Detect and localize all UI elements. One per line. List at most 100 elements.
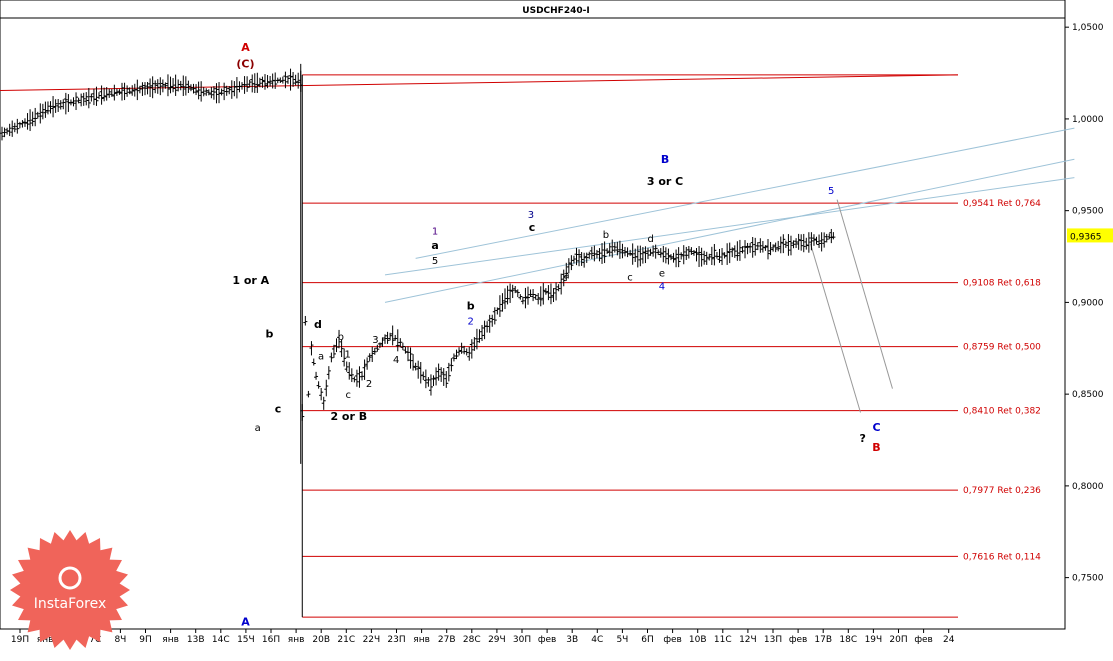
fib-levels: 0,9541 Ret 0,764 0,9108 Ret 0,618 0,8759 R… — [0, 74, 1041, 618]
chart-title: USDCHF240-I — [522, 6, 589, 16]
y-tick-label: 0,9500 — [1072, 207, 1104, 217]
x-tick-label: 8Ч — [114, 635, 126, 645]
wave-label: a — [255, 423, 261, 434]
x-tick-label: янв — [162, 635, 179, 645]
logo-text: InstaForex — [34, 596, 107, 612]
fib-level-label: 0,8759 Ret 0,500 — [963, 343, 1041, 353]
x-tick-label: 3В — [566, 635, 578, 645]
x-tick-label: 4С — [591, 635, 603, 645]
wave-label: c — [627, 272, 633, 283]
projection-line — [809, 243, 861, 413]
wave-label: 3 or C — [647, 175, 683, 188]
x-tick-label: 7С — [89, 635, 101, 645]
x-tick-label: 19Ч — [865, 635, 883, 645]
x-tick-label: 10В — [689, 635, 707, 645]
logo-emblem-icon — [58, 566, 82, 590]
x-tick-label: 13П — [764, 635, 782, 645]
y-tick-label: 0,8000 — [1072, 482, 1104, 492]
x-tick-label: 24 — [943, 635, 955, 645]
current-price-badge — [1067, 228, 1113, 243]
wave-label: 1 or A — [232, 274, 269, 287]
y-tick-label: 0,7500 — [1072, 574, 1104, 584]
x-tick-label: 19П — [11, 635, 29, 645]
x-tick-label: 5Ч — [616, 635, 628, 645]
wave-label: 1 — [345, 349, 351, 360]
x-tick-label: 18С — [839, 635, 857, 645]
logo-starburst — [10, 530, 130, 650]
x-tick-label: 17В — [814, 635, 832, 645]
wave-label: a — [318, 351, 324, 362]
wave-label: 4 — [659, 282, 665, 293]
x-tick-label: янв — [288, 635, 305, 645]
x-tick-label: 6П — [641, 635, 654, 645]
x-tick-label: фев — [663, 635, 682, 645]
wave-label: b — [266, 327, 274, 340]
wave-label: 5 — [432, 256, 438, 267]
wave-label: 1 — [432, 227, 438, 238]
wave-label: c — [346, 390, 352, 401]
wave-label: ? — [859, 432, 865, 445]
y-tick-label: 1,0000 — [1072, 115, 1104, 125]
projection-line — [836, 199, 893, 389]
x-tick-label: 29Ч — [488, 635, 506, 645]
fib-level-label: 0,9108 Ret 0,618 — [963, 279, 1041, 289]
y-axis: 1,0500 1,0000 0,9500 0,9000 0,8500 0,8000 0,75… — [1065, 23, 1113, 584]
y-tick-label: 0,9000 — [1072, 298, 1104, 308]
wave-label: 5 — [828, 186, 834, 197]
fib-level-label: 0,7977 Ret 0,236 — [963, 486, 1041, 496]
channel-lines — [384, 127, 1075, 413]
x-tick-label: 11С — [714, 635, 732, 645]
wave-label: d — [314, 318, 322, 331]
instaforex-logo: InstaForex — [10, 530, 130, 650]
wave-label: c — [275, 402, 282, 415]
x-tick-label: янв — [413, 635, 430, 645]
wave-label: b — [338, 332, 344, 343]
wave-label: 3 — [372, 335, 378, 346]
fib-level-label: 0,7616 Ret 0,114 — [963, 552, 1041, 562]
plot-area-frame — [0, 17, 1066, 630]
x-tick-label: 15Ч — [237, 635, 255, 645]
x-tick-label: 22Ч — [363, 635, 381, 645]
wave-label: 4 — [393, 355, 399, 366]
wave-label: B — [661, 153, 669, 166]
x-tick-label: 21С — [337, 635, 355, 645]
channel-line — [415, 127, 1075, 259]
x-tick-label: 16П — [262, 635, 280, 645]
wave-label: 3 — [528, 210, 534, 221]
x-tick-label: 30П — [513, 635, 531, 645]
fib-level-label: 0,9541 Ret 0,764 — [963, 199, 1041, 209]
wave-label: b — [467, 300, 475, 313]
x-tick-label: 28С — [463, 635, 481, 645]
wave-label: 2 — [366, 379, 372, 390]
wave-label: C — [872, 421, 880, 434]
x-tick-label: 27В — [438, 635, 456, 645]
wave-label: d — [648, 234, 654, 245]
wave-label: c — [529, 221, 536, 234]
upper-trend-line — [0, 74, 959, 91]
channel-line — [384, 158, 1075, 303]
wave-label: e — [659, 269, 665, 280]
y-tick-label: 0,8500 — [1072, 390, 1104, 400]
wave-label: A — [241, 615, 250, 628]
wave-label: A — [241, 41, 250, 54]
current-price-label: 0,9365 — [1070, 232, 1102, 242]
y-tick-label: 1,0500 — [1072, 23, 1104, 33]
x-tick-label: 14С — [212, 635, 230, 645]
wave-label: b — [603, 230, 609, 241]
x-tick-label: 9П — [139, 635, 152, 645]
x-tick-label: фев — [914, 635, 933, 645]
wave-label: B — [872, 441, 880, 454]
wave-label: 2 — [468, 316, 474, 327]
wave-label: 2 or B — [330, 410, 367, 423]
x-tick-label: 13В — [187, 635, 205, 645]
x-tick-label: 23П — [387, 635, 405, 645]
x-tick-label: 12Ч — [739, 635, 757, 645]
price-bars — [0, 63, 836, 464]
x-tick-label: 20В — [312, 635, 330, 645]
fib-level-label: 0,8410 Ret 0,382 — [963, 407, 1041, 417]
wave-label: a — [431, 239, 438, 252]
